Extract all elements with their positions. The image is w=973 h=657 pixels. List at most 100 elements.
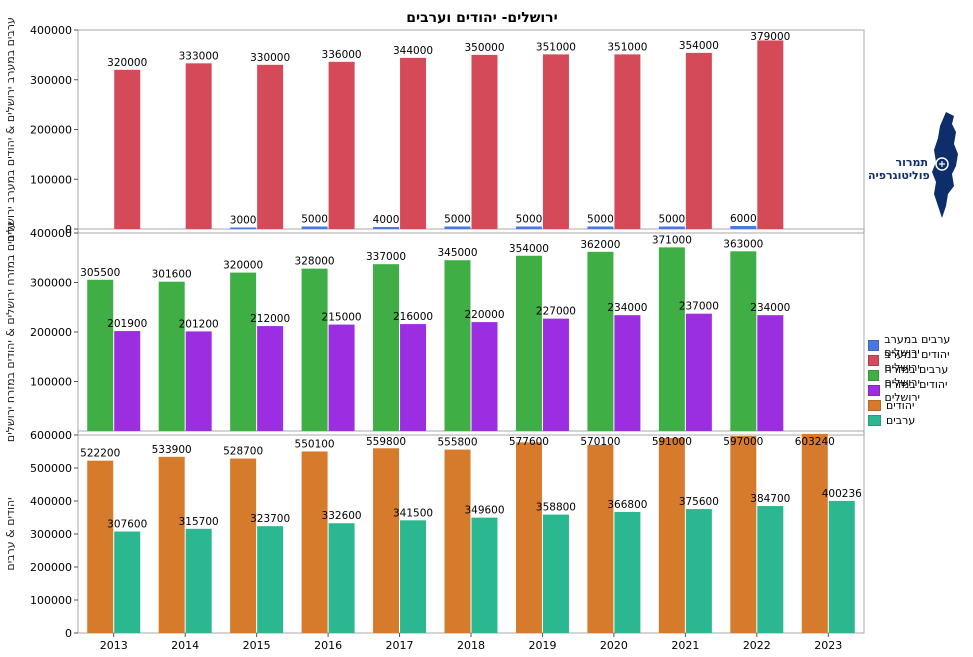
x-tick-label: 2013 bbox=[100, 639, 128, 652]
panel-2: 100000 200000 300000 400000 ערבים במזרח ירוש… bbox=[4, 222, 865, 442]
legend-label: ערבים במזרח ירושלים bbox=[884, 362, 949, 389]
x-tick-label: 2016 bbox=[314, 639, 342, 652]
y-tick-label: 200000 bbox=[30, 326, 72, 339]
x-tick-label: 2022 bbox=[743, 639, 771, 652]
data-label: 550100 bbox=[295, 438, 335, 450]
bar bbox=[230, 227, 257, 229]
y-tick-label: 400000 bbox=[30, 227, 72, 240]
bar bbox=[614, 511, 641, 633]
panel-1: 0 100000 200000 300000 400000 ערבים במערב ירו… bbox=[4, 17, 865, 242]
data-label: 362000 bbox=[580, 239, 620, 251]
bar bbox=[685, 509, 712, 633]
bar bbox=[471, 54, 498, 229]
y-tick-label: 0 bbox=[65, 627, 72, 640]
data-label: 201200 bbox=[179, 318, 219, 330]
y-tick-label: 100000 bbox=[30, 376, 72, 389]
legend-label: יהודים במערב ירושלים bbox=[884, 347, 950, 374]
data-label: 328000 bbox=[295, 256, 335, 268]
bar bbox=[685, 313, 712, 431]
y-tick-label: 400000 bbox=[30, 24, 72, 37]
data-label: 333000 bbox=[179, 50, 219, 62]
bar bbox=[301, 268, 328, 431]
data-label: 354000 bbox=[509, 243, 549, 255]
bar bbox=[658, 247, 685, 431]
data-label: 315700 bbox=[179, 516, 219, 528]
legend-swatch bbox=[868, 385, 880, 396]
bar bbox=[444, 260, 471, 431]
bar bbox=[114, 69, 141, 229]
logo-line2: פוליטוגרפיה bbox=[868, 169, 930, 182]
legend-item: יהודים במערב ירושלים bbox=[868, 348, 973, 374]
data-label: 354000 bbox=[679, 40, 719, 52]
bar bbox=[471, 322, 498, 431]
legend-item: ערבים במזרח ירושלים bbox=[868, 363, 973, 389]
legend-swatch bbox=[868, 415, 881, 426]
data-label: 3000 bbox=[230, 215, 257, 227]
x-tick-label: 2015 bbox=[243, 639, 271, 652]
data-label: 522200 bbox=[80, 448, 120, 460]
data-label: 320000 bbox=[223, 260, 263, 272]
bar bbox=[587, 226, 614, 229]
data-label: 379000 bbox=[750, 31, 790, 43]
bar bbox=[230, 272, 257, 431]
data-label: 603240 bbox=[795, 436, 835, 448]
data-label: 366800 bbox=[607, 499, 647, 511]
data-label: 234000 bbox=[750, 302, 790, 314]
data-label: 577600 bbox=[509, 436, 549, 448]
data-label: 349600 bbox=[464, 505, 504, 517]
data-label: 220000 bbox=[464, 309, 504, 321]
data-label: 5000 bbox=[658, 214, 685, 226]
legend-item: יהודים bbox=[868, 398, 973, 413]
bar bbox=[801, 433, 828, 633]
bar bbox=[257, 326, 284, 431]
bar bbox=[542, 54, 569, 229]
chart-panels: 0 100000 200000 300000 400000 ערבים במערב ירו… bbox=[4, 17, 865, 652]
y-tick-label: 0 bbox=[65, 223, 72, 236]
data-label: 234000 bbox=[607, 302, 647, 314]
data-label: 216000 bbox=[393, 311, 433, 323]
y-tick-label: 300000 bbox=[30, 528, 72, 541]
bar bbox=[730, 251, 757, 431]
bar bbox=[373, 264, 400, 431]
bar bbox=[301, 226, 328, 229]
bar bbox=[658, 437, 685, 633]
bar bbox=[828, 500, 855, 633]
bar bbox=[373, 448, 400, 633]
data-label: 555800 bbox=[437, 437, 477, 449]
data-label: 301600 bbox=[152, 269, 192, 281]
x-tick-label: 2017 bbox=[386, 639, 414, 652]
legend-swatch bbox=[868, 355, 880, 366]
x-tick-label: 2020 bbox=[600, 639, 628, 652]
logo-line1: תמרור bbox=[895, 156, 929, 169]
legend-label: יהודים במזרח ירושלים bbox=[884, 377, 948, 404]
bar bbox=[757, 506, 784, 633]
bar bbox=[587, 444, 614, 633]
bar bbox=[185, 63, 212, 229]
data-label: 5000 bbox=[516, 214, 543, 226]
bar bbox=[158, 456, 185, 633]
legend-label: יהודים bbox=[886, 399, 915, 412]
y-tick-label: 100000 bbox=[30, 594, 72, 607]
data-label: 384700 bbox=[750, 493, 790, 505]
y-axis-label: יהודים & ערבים bbox=[4, 497, 17, 570]
bar bbox=[685, 52, 712, 230]
data-label: 358800 bbox=[536, 502, 576, 514]
bar bbox=[444, 226, 471, 229]
bar bbox=[400, 520, 427, 633]
x-tick-label: 2021 bbox=[671, 639, 699, 652]
bar bbox=[328, 61, 355, 230]
data-label: 237000 bbox=[679, 301, 719, 313]
bar bbox=[587, 251, 614, 431]
y-tick-label: 400000 bbox=[30, 495, 72, 508]
bar bbox=[114, 531, 141, 633]
y-tick-label: 600000 bbox=[30, 429, 72, 442]
bar bbox=[614, 315, 641, 431]
y-tick-label: 300000 bbox=[30, 277, 72, 290]
legend-swatch bbox=[868, 340, 880, 351]
data-label: 227000 bbox=[536, 306, 576, 318]
bar bbox=[185, 331, 212, 431]
data-label: 533900 bbox=[152, 444, 192, 456]
bar bbox=[158, 281, 185, 431]
bar bbox=[515, 226, 542, 229]
